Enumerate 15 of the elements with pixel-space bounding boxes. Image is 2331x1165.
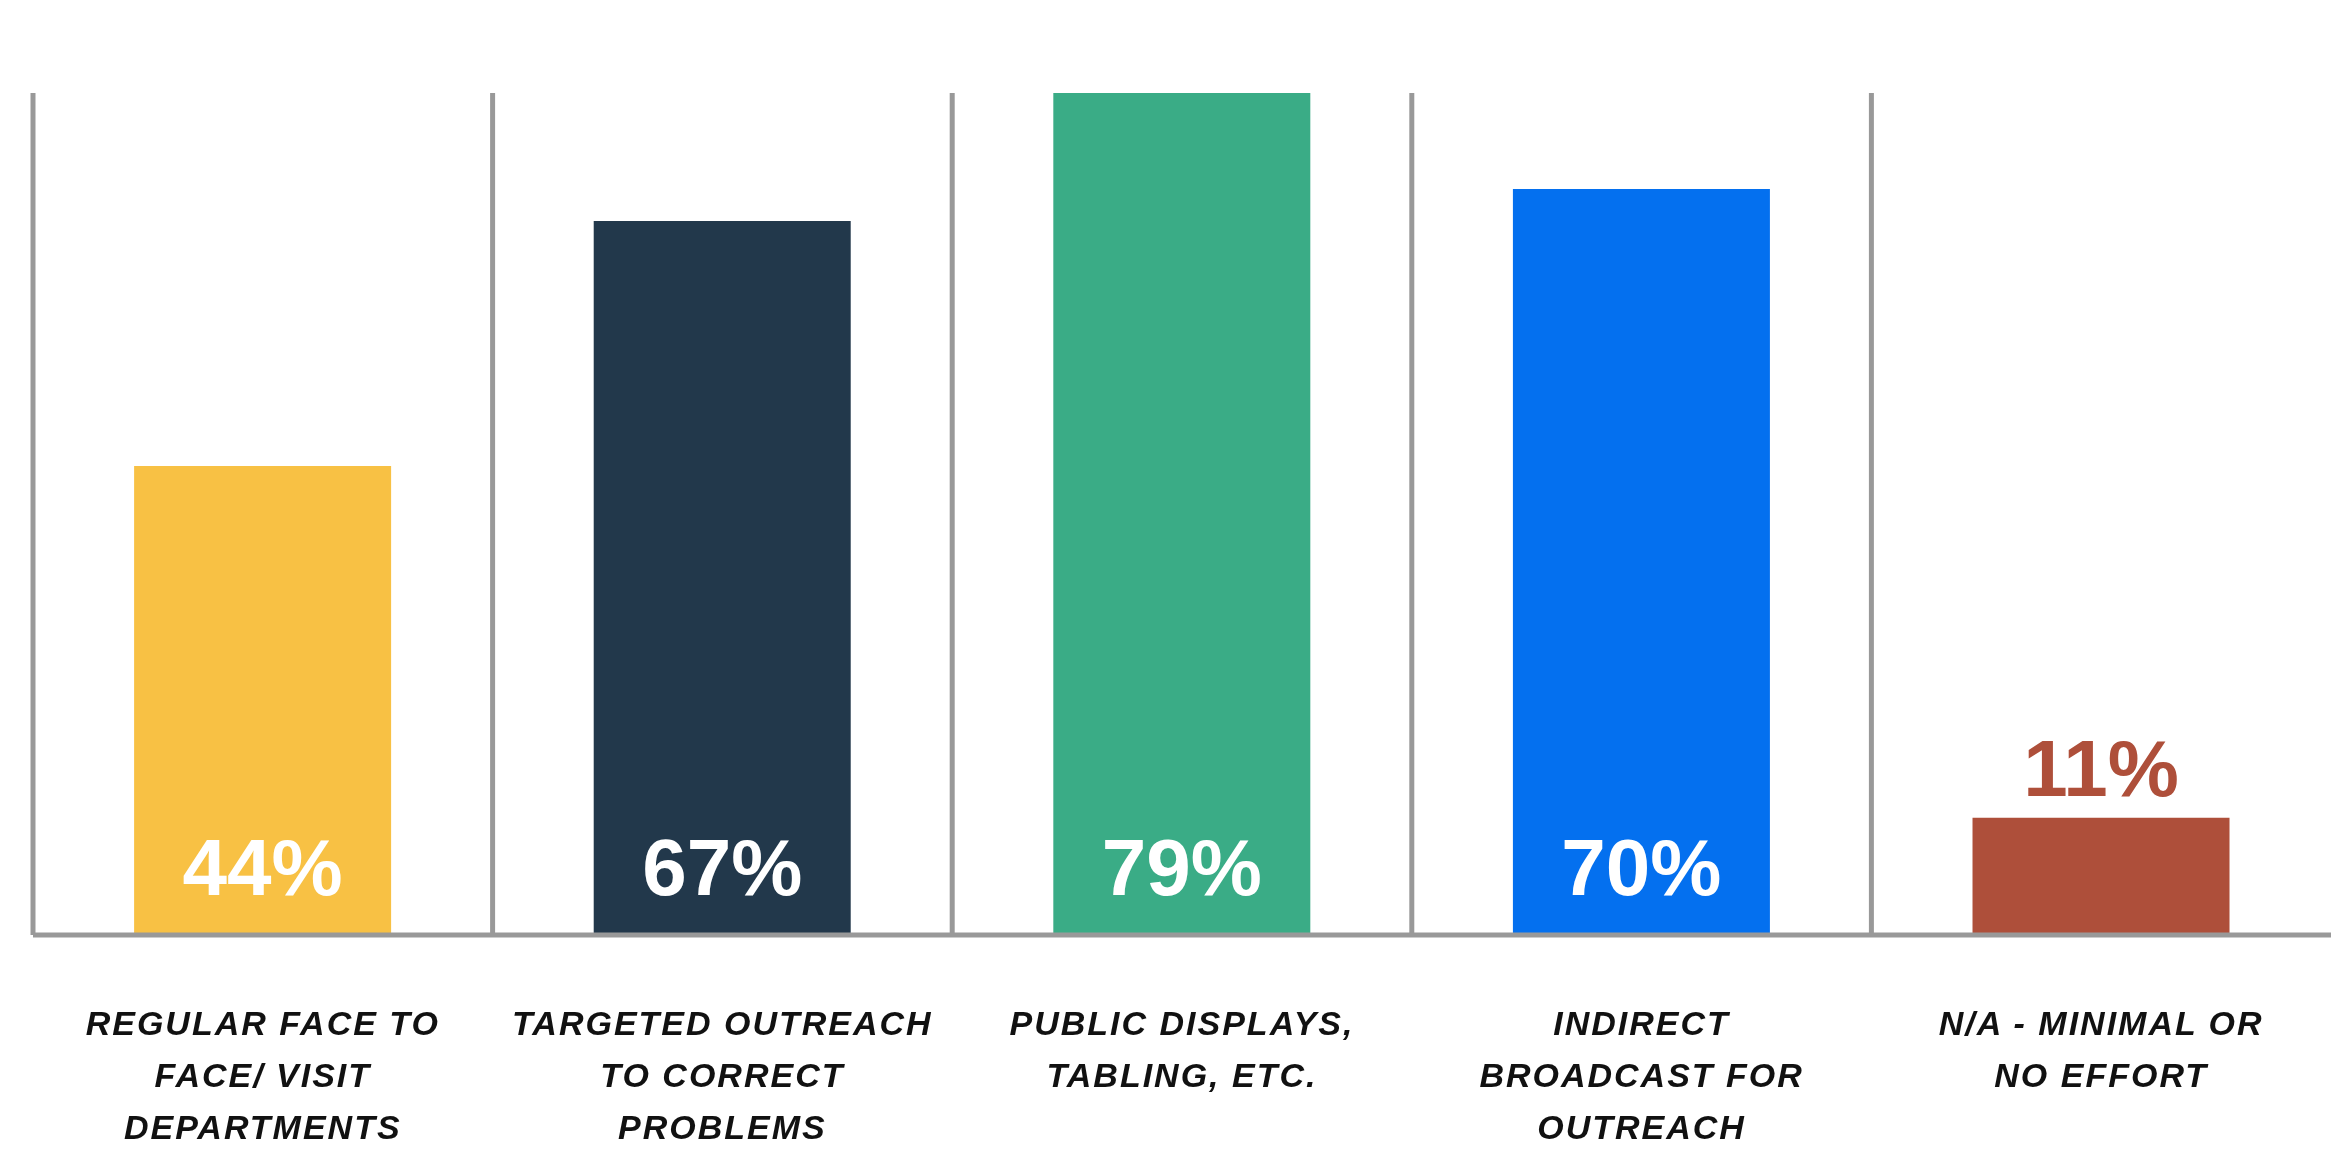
x-tick-label: N/A - MINIMAL OR NO EFFORT (1938, 1004, 2264, 1094)
x-tick-label: TARGETED OUTREACH TO CORRECT PROBLEMS (512, 1004, 933, 1146)
bar (1972, 817, 2230, 935)
x-tick-label: REGULAR FACE TO FACE/ VISIT DEPARTMENTS (85, 1004, 440, 1146)
data-label: 79% (1101, 823, 1262, 912)
bar (134, 466, 392, 935)
data-label: 70% (1561, 823, 1722, 912)
bar (1053, 93, 1311, 935)
x-tick-label: PUBLIC DISPLAYS, TABLING, ETC. (1009, 1004, 1355, 1094)
bar (593, 220, 851, 935)
data-label: 67% (642, 823, 803, 912)
bar (1512, 188, 1770, 935)
data-label: 44% (182, 823, 343, 912)
data-label: 11% (2023, 723, 2179, 813)
x-tick-label: INDIRECT BROADCAST FOR OUTREACH (1479, 1004, 1804, 1146)
